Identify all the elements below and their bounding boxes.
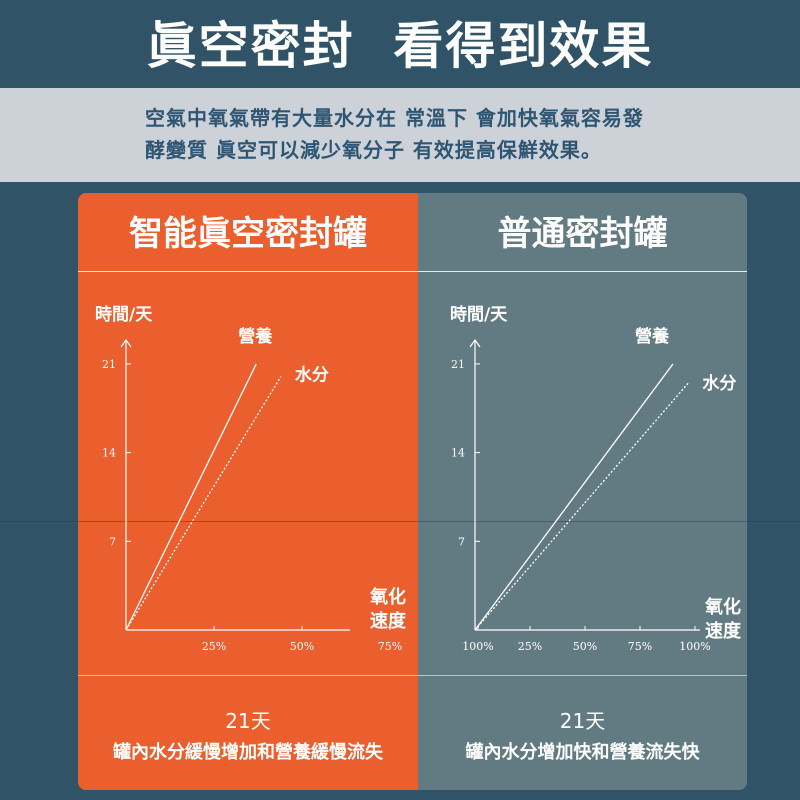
y-axis-arrow <box>120 338 132 348</box>
x-tick-label: 75% <box>628 640 652 653</box>
y-tick-label: 7 <box>458 535 465 548</box>
x-tick-label: 50% <box>290 640 314 653</box>
days-label: 21天 <box>225 709 271 733</box>
smart-jar-panel: 智能眞空密封罐 21天 罐內水分緩慢增加和營養緩慢流失 <box>78 193 418 790</box>
y-tick-label: 21 <box>451 358 465 371</box>
y-tick-label: 7 <box>109 535 116 548</box>
x-axis-label: 氧化 <box>369 586 406 608</box>
panel-title-smart: 智能眞空密封罐 <box>129 214 367 254</box>
y-axis-label: 時間/天 <box>95 304 153 325</box>
y-tick-label: 14 <box>451 447 465 460</box>
panel-divider <box>78 675 418 676</box>
x-axis-label: 氧化 <box>704 596 741 618</box>
subtitle-line-2: 酵變質 眞空可以減少氧分子 有效提高保鮮效果。 <box>145 138 602 162</box>
horizontal-rule <box>0 521 800 522</box>
y-tick-label: 21 <box>102 358 116 371</box>
series-line-moisture <box>125 376 282 631</box>
x-tick-label: 75% <box>378 640 402 653</box>
normal-jar-panel: 普通密封罐 21天 罐內水分增加快和營養流失快 <box>418 193 747 790</box>
panel-divider <box>418 675 747 676</box>
panel-description: 罐內水分增加快和營養流失快 <box>465 742 700 763</box>
y-axis-arrow <box>469 338 481 348</box>
x-axis-label: 速度 <box>370 610 407 632</box>
series-label-moisture: 水分 <box>295 365 329 386</box>
panel-description: 罐內水分緩慢增加和營養緩慢流失 <box>113 742 383 763</box>
series-line-nutrition <box>125 363 257 631</box>
y-axis-label: 時間/天 <box>450 304 508 325</box>
series-label-moisture: 水分 <box>702 373 736 394</box>
series-label-nutrition: 營養 <box>635 326 669 347</box>
subtitle-line-1: 空氣中氧氣帶有大量水分在 常溫下 會加快氧氣容易發 <box>145 106 644 130</box>
panel-divider <box>78 271 418 272</box>
subtitle-band: 空氣中氧氣帶有大量水分在 常溫下 會加快氧氣容易發 酵變質 眞空可以減少氧分子 … <box>0 88 800 182</box>
x-tick-label: 25% <box>202 640 226 653</box>
series-line-nutrition <box>474 363 674 631</box>
x-axis-label: 速度 <box>705 620 742 642</box>
x-tick-label: 50% <box>573 640 597 653</box>
panel-divider <box>418 271 747 272</box>
page-title: 眞空密封 看得到效果 <box>146 16 654 75</box>
x-tick-label: 100% <box>679 640 710 653</box>
panel-title-normal: 普通密封罐 <box>497 214 668 254</box>
x-tick-label: 100% <box>462 640 493 653</box>
x-tick-label: 25% <box>518 640 542 653</box>
days-label: 21天 <box>559 709 606 733</box>
y-tick-label: 14 <box>102 447 116 460</box>
series-line-moisture <box>474 382 689 631</box>
series-label-nutrition: 營養 <box>238 326 272 347</box>
